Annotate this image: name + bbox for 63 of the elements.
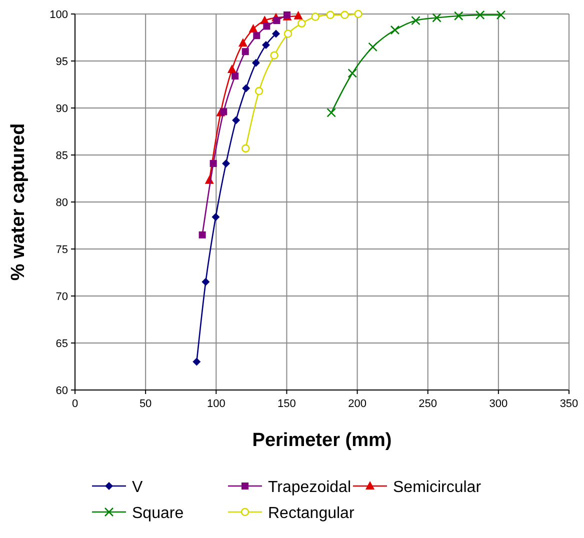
- point: [298, 19, 306, 28]
- point: [273, 17, 280, 24]
- point: [227, 64, 236, 73]
- legend-label: V: [132, 479, 143, 496]
- point: [263, 22, 270, 30]
- legend-label: Semicircular: [393, 479, 482, 496]
- point: [354, 10, 362, 18]
- legend-label: Trapezoidal: [268, 479, 352, 496]
- y-tick-label: 60: [56, 385, 68, 397]
- x-tick-label: 200: [348, 398, 366, 410]
- point: [390, 25, 400, 35]
- point: [238, 38, 248, 47]
- legend-label: Rectangular: [268, 505, 355, 522]
- point: [253, 32, 260, 40]
- point: [340, 10, 349, 20]
- point: [232, 116, 240, 124]
- y-tick-label: 65: [56, 338, 68, 350]
- point: [198, 231, 206, 238]
- point: [202, 278, 210, 286]
- x-tick-label: 150: [278, 398, 296, 410]
- x-tick-label: 0: [72, 398, 78, 410]
- x-tick-label: 100: [206, 398, 226, 410]
- point: [326, 10, 334, 20]
- y-tick-label: 70: [56, 291, 68, 303]
- point: [432, 13, 442, 22]
- point: [242, 84, 250, 92]
- point: [475, 10, 485, 20]
- point: [294, 10, 303, 20]
- x-tick-label: 350: [560, 398, 578, 410]
- x-tick-label: 250: [418, 398, 438, 410]
- y-tick-label: 80: [56, 197, 68, 209]
- x-axis-title: Perimeter (mm): [252, 430, 392, 451]
- point: [411, 16, 420, 26]
- point: [262, 41, 270, 50]
- point: [272, 30, 280, 38]
- point: [254, 86, 264, 96]
- point: [311, 12, 320, 21]
- point: [222, 159, 230, 168]
- y-tick-label: 75: [56, 244, 68, 256]
- point: [496, 10, 506, 20]
- point: [212, 213, 220, 222]
- point: [348, 68, 357, 78]
- y-tick-label: 95: [56, 56, 68, 68]
- x-tick-label: 300: [489, 398, 508, 410]
- point: [368, 42, 378, 52]
- point: [220, 108, 228, 116]
- point: [270, 51, 278, 60]
- point: [210, 160, 217, 167]
- y-tick-label: 90: [56, 103, 68, 115]
- point: [454, 11, 464, 21]
- y-tick-label: 100: [50, 9, 68, 21]
- x-tick-label: 50: [139, 398, 152, 410]
- point: [241, 144, 250, 153]
- y-axis-title: % water captured: [8, 123, 29, 281]
- point: [242, 48, 249, 56]
- y-tick-label: 85: [56, 150, 68, 162]
- point: [248, 24, 258, 33]
- point: [252, 58, 260, 67]
- point: [326, 108, 336, 118]
- point: [232, 72, 239, 80]
- point: [192, 358, 201, 366]
- legend-label: Square: [132, 505, 184, 522]
- point: [284, 30, 292, 38]
